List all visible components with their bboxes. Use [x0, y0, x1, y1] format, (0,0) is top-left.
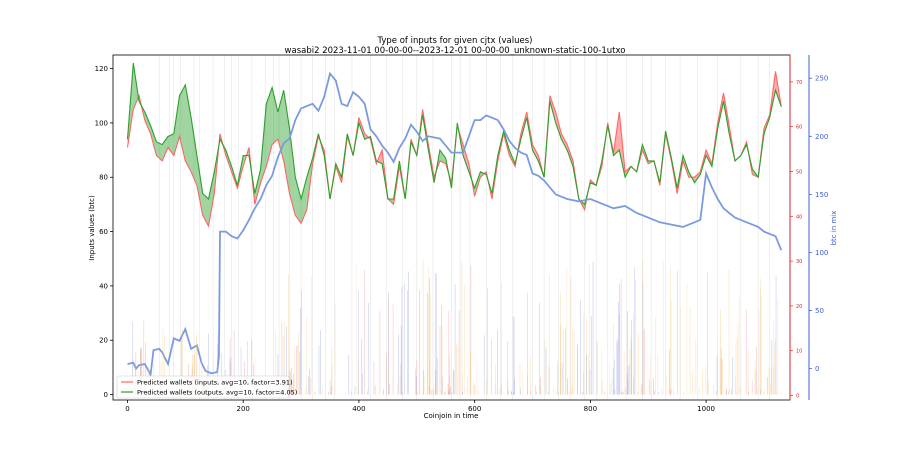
x-tick-label: 200 [237, 405, 250, 413]
y-tick-label: 20 [99, 337, 108, 345]
y-axis-label: Inputs values (btc) [88, 195, 96, 261]
y-blue-tick-label: 250 [815, 75, 828, 83]
y-blue-tick-label: 0 [815, 365, 819, 373]
fill-segment [191, 117, 197, 186]
fill-segment [167, 133, 174, 156]
legend-label-inputs: Predicted wallets (inputs, avg=10, facto… [137, 379, 293, 387]
fill-segment [144, 112, 151, 134]
series-line-outputs [126, 63, 782, 206]
y-red-tick-label: 50 [796, 169, 802, 175]
y-tick-label: 40 [99, 282, 108, 290]
y-red-tick-label: 30 [796, 259, 802, 265]
y-tick-label: 80 [99, 174, 108, 182]
fill-segment [196, 155, 203, 216]
y-red-tick-label: 70 [796, 80, 802, 86]
y-red-tick-label: 40 [796, 214, 802, 220]
y-blue-ticks: 0 50 100 150 200 250 [809, 75, 828, 373]
y-ticks: 0 20 40 60 80 100 120 [95, 65, 113, 399]
y-blue-tick-label: 100 [815, 249, 828, 257]
y-red-tick-label: 20 [796, 304, 802, 310]
fill-segment [463, 144, 469, 172]
legend-box [116, 375, 290, 399]
y-blue-tick-label: 50 [815, 307, 824, 315]
fill-segment [561, 133, 568, 151]
series-line-btc-in-mix [127, 71, 783, 378]
y-red-ticks: 0 10 20 30 40 50 60 70 [790, 80, 802, 400]
fill-segment [266, 87, 273, 167]
x-tick-label: 1000 [697, 405, 715, 413]
legend-label-outputs: Predicted wallets (outputs, avg=10, fact… [137, 389, 297, 397]
y-tick-label: 120 [95, 65, 108, 73]
series-lines [126, 63, 783, 378]
fill-segment [532, 144, 539, 161]
x-tick-label: 0 [125, 405, 129, 413]
series-fill-areas [127, 63, 782, 227]
fill-segment [162, 136, 168, 161]
chart-subtitle: wasabi2 2023-11-01 00-00-00--2023-12-01 … [285, 46, 626, 56]
fill-segment [254, 169, 261, 205]
y-tick-label: 100 [95, 119, 108, 127]
y-blue-tick-label: 150 [815, 191, 828, 199]
fill-segment [202, 193, 209, 227]
x-ticks: 0 200 400 600 800 1000 [125, 400, 715, 413]
y-red-tick-label: 0 [796, 394, 799, 400]
y2-axis-label: btc in mix [830, 211, 838, 246]
x-tick-label: 600 [468, 405, 481, 413]
fill-segment [295, 177, 302, 224]
fill-segment [439, 150, 446, 164]
bottom-spike-noise [130, 260, 781, 395]
y-red-tick-label: 10 [796, 349, 802, 355]
fill-segment [185, 84, 192, 172]
x-tick-label: 800 [584, 405, 597, 413]
x-axis-label: Coinjoin in time [424, 412, 479, 420]
y-tick-label: 60 [99, 228, 108, 236]
fill-segment [272, 87, 278, 145]
chart-title: Type of inputs for given cjtx (values) [377, 36, 533, 46]
fill-segment [289, 128, 296, 216]
legend: Predicted wallets (inputs, avg=10, facto… [116, 375, 297, 399]
y-tick-label: 0 [104, 391, 108, 399]
y-red-tick-label: 60 [796, 125, 802, 131]
fill-segment [208, 171, 215, 227]
y-blue-tick-label: 200 [815, 133, 828, 141]
x-tick-label: 400 [352, 405, 365, 413]
